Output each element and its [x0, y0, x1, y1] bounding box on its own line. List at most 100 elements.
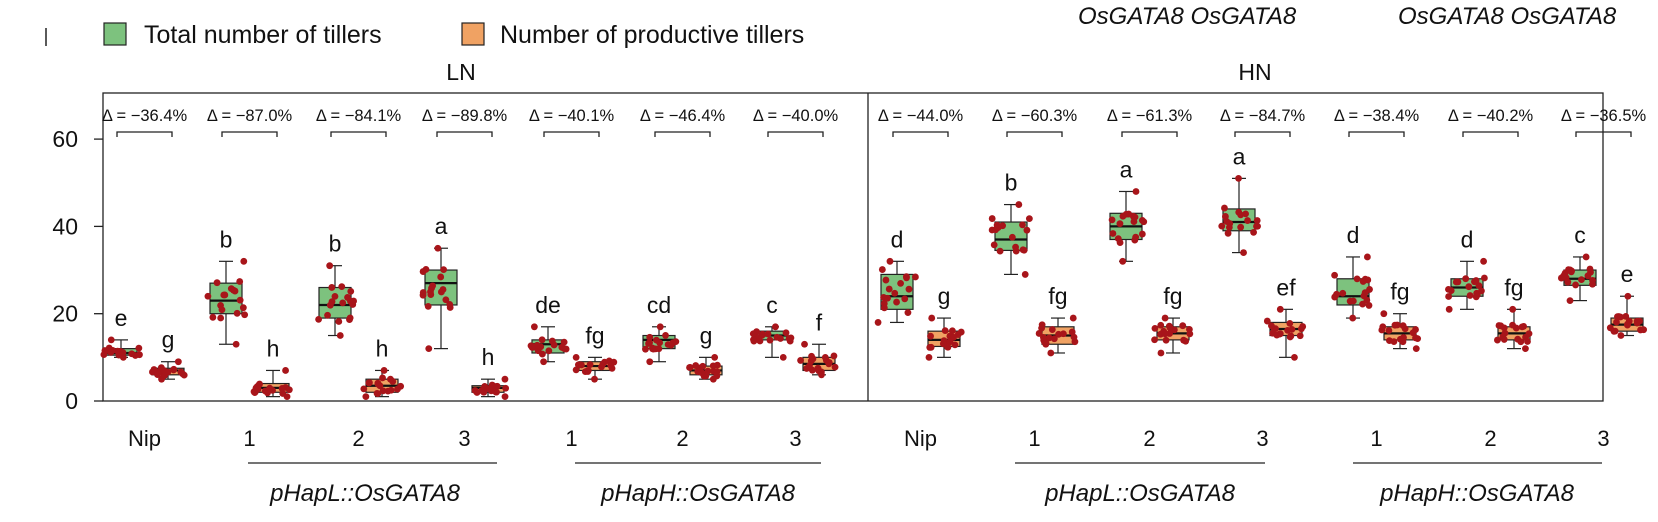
data-point [217, 314, 225, 322]
x-group-label-ln-haplo-h: pHapH::OsGATA8 [600, 480, 795, 507]
data-point [135, 344, 143, 352]
data-point [880, 304, 888, 312]
data-point [1572, 281, 1579, 289]
data-point [1263, 317, 1271, 325]
data-point [699, 362, 707, 370]
data-point [646, 333, 654, 341]
x-tick-label: 3 [1597, 426, 1609, 451]
data-point [425, 345, 433, 353]
significance-letter: c [766, 292, 778, 318]
data-point [1472, 293, 1480, 301]
box-productive [1494, 305, 1533, 353]
data-point [950, 333, 957, 341]
box [209, 282, 243, 315]
panel-title-hn: HN [1238, 59, 1271, 85]
significance-letter: f [816, 309, 823, 335]
data-point [424, 302, 432, 310]
delta-bracket [767, 131, 824, 137]
data-point [427, 291, 435, 298]
y-tick-label: 60 [52, 126, 78, 152]
data-point [1578, 276, 1585, 284]
data-point [1240, 249, 1247, 256]
data-point [437, 273, 445, 281]
data-point [926, 344, 934, 351]
data-point [1349, 297, 1357, 305]
data-point [1359, 278, 1367, 285]
data-point [136, 351, 143, 359]
data-point [1500, 336, 1508, 343]
data-point [366, 379, 373, 387]
data-point [1584, 272, 1592, 280]
data-point [362, 393, 370, 401]
data-point [662, 332, 669, 339]
data-point [713, 368, 721, 376]
data-point [1021, 271, 1029, 278]
delta-label: Δ = −61.3% [1107, 107, 1193, 125]
data-point [324, 311, 331, 319]
data-point [642, 345, 649, 353]
significance-letter: g [162, 327, 175, 353]
data-point [1480, 274, 1488, 282]
data-point [1566, 297, 1574, 305]
box-total [1218, 174, 1261, 256]
data-point [170, 366, 177, 374]
data-point [107, 336, 115, 344]
data-point [1109, 230, 1117, 237]
data-point [236, 278, 244, 285]
data-point [1363, 296, 1371, 304]
data-point [891, 289, 899, 297]
legend-label-total: Total number of tillers [144, 21, 382, 49]
significance-letter: ef [1276, 274, 1296, 300]
data-point [387, 375, 394, 383]
box-productive [471, 375, 510, 401]
data-point [233, 309, 241, 317]
data-point [434, 244, 442, 252]
data-point [100, 351, 108, 359]
data-point [266, 384, 274, 392]
data-point [818, 368, 825, 376]
data-point [1254, 222, 1261, 230]
significance-letter: h [267, 335, 280, 361]
data-point [1331, 271, 1338, 279]
data-point [1157, 321, 1165, 329]
data-point [994, 224, 1002, 232]
y-tick-label: 20 [52, 301, 78, 327]
significance-letter: h [376, 335, 389, 361]
delta-bracket [221, 131, 278, 137]
data-point [777, 335, 784, 342]
box-total [204, 257, 249, 348]
delta-label: Δ = −44.0% [878, 107, 964, 125]
delta-bracket [436, 131, 493, 137]
data-point [572, 353, 580, 361]
data-point [429, 282, 437, 290]
data-point [1138, 216, 1146, 224]
significance-letter: a [1120, 156, 1133, 182]
data-point [902, 273, 910, 281]
data-point [492, 388, 500, 396]
data-point [1617, 313, 1624, 321]
delta-label: Δ = −87.0% [207, 107, 293, 125]
data-point [204, 292, 212, 300]
box-productive [1035, 314, 1079, 357]
significance-letter: d [891, 226, 904, 252]
data-point [446, 301, 454, 308]
significance-letter: fg [1390, 279, 1409, 305]
data-point [562, 345, 570, 353]
data-point [1299, 323, 1307, 330]
delta-bracket [330, 131, 387, 137]
data-point [1622, 312, 1630, 320]
data-point [1250, 228, 1257, 236]
data-point [759, 330, 766, 338]
box-productive [360, 367, 405, 401]
data-point [801, 340, 808, 348]
box-total [642, 323, 680, 366]
data-point [831, 363, 839, 371]
x-group-label-ln-haplo-l: pHapL::OsGATA8 [269, 480, 461, 507]
significance-letter: e [1621, 261, 1634, 287]
data-point [1353, 275, 1361, 283]
data-point [1494, 336, 1501, 344]
box-productive [149, 358, 188, 383]
panel-title-ln: LN [446, 59, 475, 85]
box-productive [797, 340, 839, 379]
data-point [1409, 329, 1417, 337]
